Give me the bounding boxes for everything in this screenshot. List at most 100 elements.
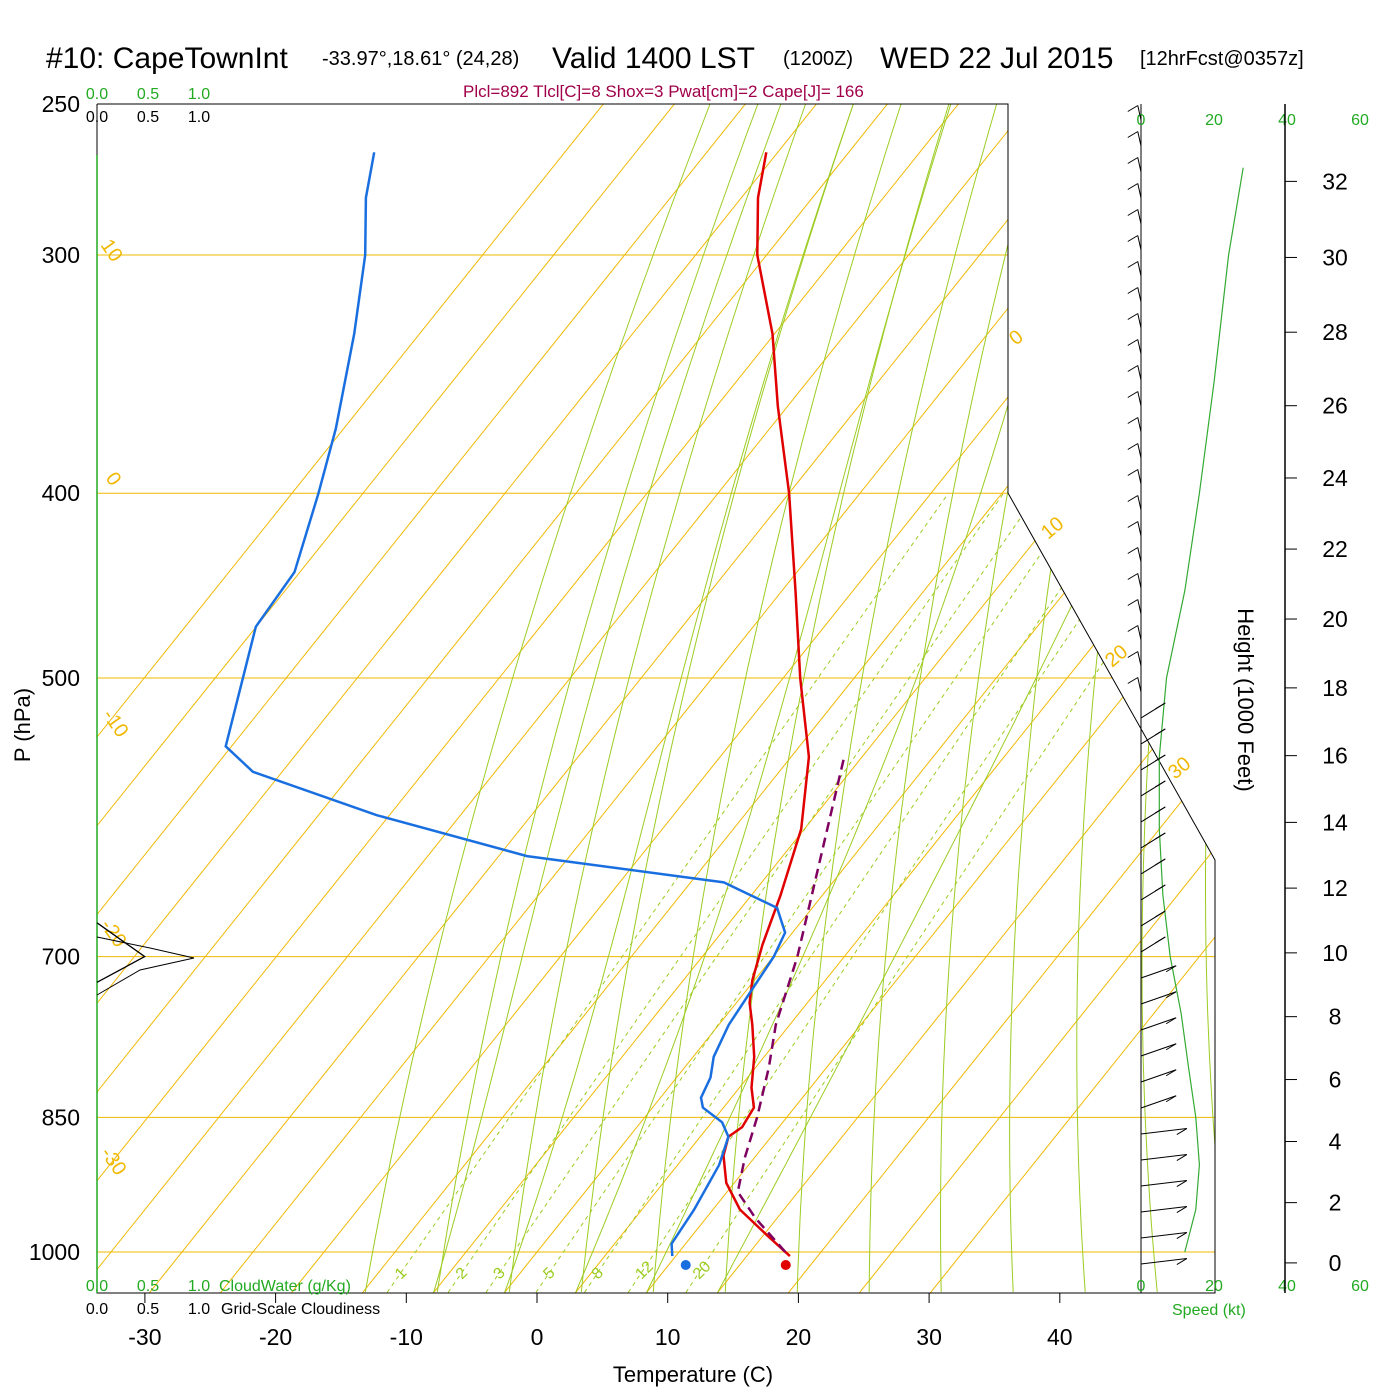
speed-top-tick: 0 [1137, 112, 1146, 129]
wind-barb-flag [1155, 754, 1166, 762]
speed-bottom-tick: 40 [1278, 1278, 1296, 1295]
valid-time: Valid 1400 LST [552, 42, 755, 75]
isotherm [858, 104, 1215, 1293]
wind-barb [1137, 469, 1142, 485]
wind-barb [1140, 1258, 1187, 1265]
station-title: #10: CapeTownInt [46, 42, 288, 75]
speed-bottom-tick: 0 [1137, 1278, 1146, 1295]
cloudwater-bottom-tick: 1.0 [188, 1278, 210, 1295]
dry-adiabat [1141, 104, 1215, 1293]
pressure-tick-1000: 1000 [29, 1239, 80, 1265]
wind-barb [1137, 261, 1142, 277]
wind-barb-flag [1127, 105, 1139, 112]
temp-tick-label: -30 [128, 1324, 161, 1350]
temp-tick-label: 20 [786, 1324, 812, 1350]
isotherm-label: -30 [96, 1143, 131, 1179]
isotherm [148, 104, 1101, 1293]
height-tick-label: 18 [1322, 675, 1348, 701]
speed-bottom-tick: 60 [1351, 1278, 1369, 1295]
wind-barb-flag [1127, 469, 1139, 476]
speed-top-tick: 60 [1351, 112, 1369, 129]
wind-barb [1140, 1043, 1177, 1057]
wind-barb-flag [1127, 339, 1139, 346]
cloudwater-top-tick: 1.0 [188, 86, 210, 103]
wind-barb-flag [1176, 1180, 1188, 1187]
dry-adiabat [508, 104, 807, 1293]
wind-barb-flag [1165, 965, 1177, 973]
wind-barb-flag [1176, 1206, 1188, 1213]
isotherm [97, 104, 817, 1293]
wind-barb-flag [1127, 209, 1139, 216]
cloudiness-outline [96, 936, 195, 996]
pressure-tick-500: 500 [42, 665, 80, 691]
wind-barb [1137, 547, 1142, 563]
wind-barb [1140, 1017, 1177, 1031]
wind-barb [1137, 391, 1142, 407]
wind-barb [1137, 157, 1142, 173]
cloudiness-top-tick: 1.0 [188, 109, 210, 126]
height-tick-label: 28 [1322, 319, 1348, 345]
wind-barb-flag [1127, 417, 1139, 424]
isotherm [97, 104, 1030, 1293]
moist-adiabat [575, 104, 952, 1293]
parcel-profile [736, 756, 846, 1253]
wind-barb [1137, 677, 1142, 693]
height-tick-label: 0 [1329, 1250, 1342, 1276]
wind-barb [1140, 1206, 1187, 1213]
cloudwater-bottom-tick: 0.0 [86, 1278, 108, 1295]
wind-barb-flag [1127, 677, 1139, 684]
wind-barb-flag [1127, 313, 1139, 320]
wind-barb-flag [1127, 625, 1139, 632]
wind-barb [1137, 209, 1142, 225]
plot-frame [96, 103, 1216, 1294]
temp-tick-label: 40 [1047, 1324, 1073, 1350]
wind-barb [1140, 1180, 1187, 1187]
wind-barb-flag [1176, 1128, 1188, 1135]
wind-barb [1137, 625, 1142, 641]
speed-top-tick: 40 [1278, 112, 1296, 129]
height-tick-label: 32 [1322, 168, 1348, 194]
speed-label: Speed (kt) [1172, 1302, 1246, 1319]
isotherm-label: 10 [96, 235, 127, 266]
wind-barb-flag [1155, 702, 1166, 710]
cloudwater-label: CloudWater (g/Kg) [219, 1278, 351, 1295]
speed-bottom-tick: 20 [1205, 1278, 1223, 1295]
pressure-tick-700: 700 [42, 944, 80, 970]
height-tick-label: 24 [1322, 465, 1348, 491]
moist-adiabat [504, 104, 854, 1293]
wind-barb [1140, 1095, 1177, 1109]
wind-barb-flag [1155, 832, 1166, 840]
pressure-axis-label: P (hPa) [10, 688, 35, 762]
isotherm [787, 104, 1215, 1293]
wind-barb [1140, 1154, 1187, 1161]
height-tick-label: 2 [1329, 1190, 1342, 1216]
wind-barb-flag [1127, 547, 1139, 554]
valid-date: WED 22 Jul 2015 [880, 42, 1113, 75]
wind-barb-flag [1176, 1154, 1188, 1161]
wind-barb [1137, 599, 1142, 615]
moist-adiabat [646, 104, 1095, 1293]
wind-barb [1137, 495, 1142, 511]
mixing-ratio-line [386, 492, 949, 1293]
temperature-profile [722, 152, 811, 1258]
wind-barb [1140, 1232, 1187, 1239]
wind-barb [1140, 965, 1177, 979]
height-tick-label: 26 [1322, 393, 1348, 419]
wind-barb-flag [1165, 1069, 1177, 1077]
temp-tick-label: -20 [259, 1324, 292, 1350]
dry-adiabat [364, 104, 711, 1293]
pressure-tick-850: 850 [42, 1104, 80, 1130]
mixing-ratio-label: 5 [540, 1264, 558, 1282]
wind-barb-flag [1165, 991, 1177, 999]
height-tick-label: 12 [1322, 875, 1348, 901]
isotherm [361, 104, 1215, 1293]
mixing-ratio-line [535, 492, 1084, 1293]
isotherm [645, 104, 1215, 1293]
wind-barb [1137, 287, 1142, 303]
wind-barb-flag [1127, 521, 1139, 528]
wind-barb [1140, 1069, 1177, 1083]
height-tick-label: 16 [1322, 743, 1348, 769]
wind-barb [1137, 417, 1142, 433]
wind-barb-flag [1127, 599, 1139, 606]
